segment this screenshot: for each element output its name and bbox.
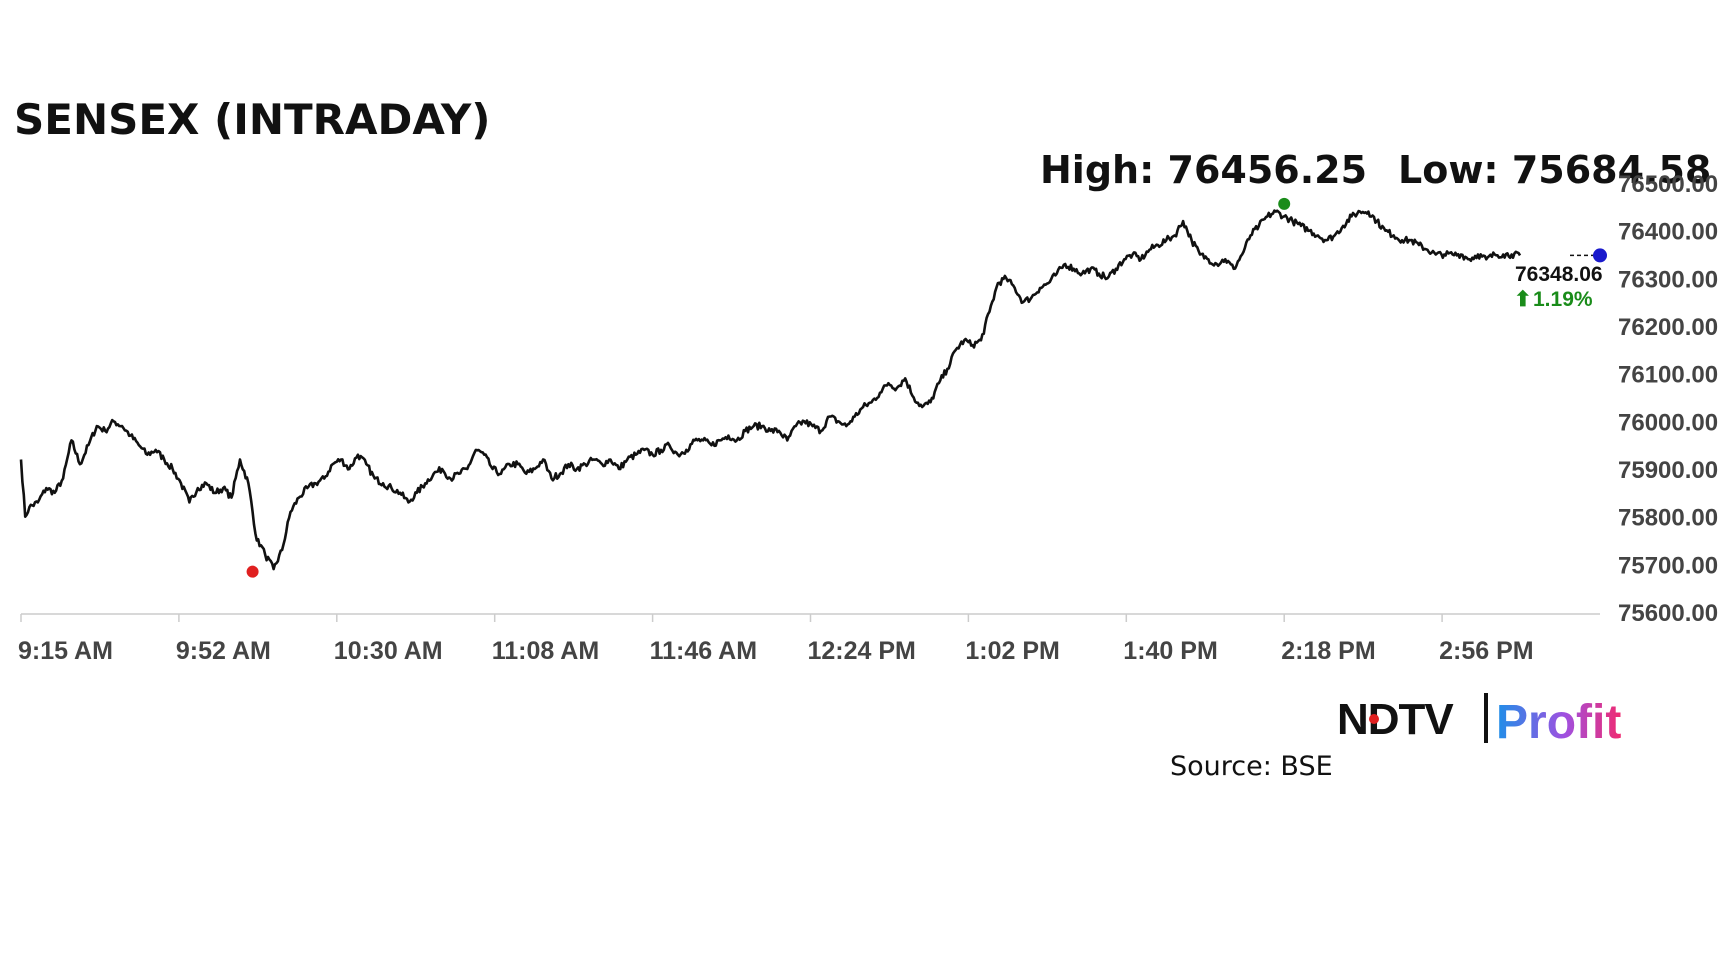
high-label: High: 76456.25	[1040, 148, 1367, 192]
x-tick-label: 9:15 AM	[18, 637, 113, 665]
up-arrow-icon: ⬆	[1514, 288, 1532, 311]
x-axis: 9:15 AM 9:52 AM 10:30 AM 11:08 AM 11:46 AM 12…	[18, 614, 1534, 665]
y-tick-label: 75900.00	[1618, 457, 1718, 484]
x-tick-label: 9:52 AM	[176, 637, 271, 665]
x-tick-label: 1:02 PM	[965, 637, 1059, 665]
x-tick-label: 11:46 AM	[650, 637, 757, 665]
y-tick-label: 76000.00	[1618, 409, 1718, 436]
last-value-label: 76348.06	[1515, 263, 1603, 286]
y-tick-label: 75700.00	[1618, 552, 1718, 579]
y-tick-label: 75800.00	[1618, 505, 1718, 532]
brand-profit: Profit	[1496, 696, 1621, 749]
y-tick-label: 76200.00	[1618, 314, 1718, 341]
ndtv-profit-logo: NDTV Profit	[1337, 693, 1621, 749]
x-tick-label: 10:30 AM	[334, 637, 443, 665]
y-axis: 76500.00 76400.00 76300.00 76200.00 76100.00…	[1618, 171, 1718, 627]
low-label: Low: 75684.58	[1398, 148, 1711, 192]
brand-ndtv: NDTV	[1337, 695, 1454, 744]
x-tick-label: 2:18 PM	[1281, 637, 1375, 665]
source-note: Source: BSE	[1170, 751, 1333, 782]
x-tick-label: 11:08 AM	[492, 637, 599, 665]
logo-divider	[1484, 693, 1488, 743]
ndtv-dot-icon	[1369, 714, 1379, 724]
series-line-sensex	[19, 209, 1522, 571]
change-percent-label: 1.19%	[1533, 288, 1593, 311]
x-tick-label: 2:56 PM	[1439, 637, 1533, 665]
y-tick-label: 76500.00	[1618, 171, 1718, 198]
y-tick-label: 76300.00	[1618, 266, 1718, 293]
x-tick-label: 1:40 PM	[1123, 637, 1217, 665]
y-tick-label: 76400.00	[1618, 219, 1718, 246]
x-tick-label: 12:24 PM	[808, 637, 916, 665]
y-tick-label: 75600.00	[1618, 600, 1718, 627]
last-point-marker	[1593, 248, 1607, 263]
high-point-marker	[1278, 197, 1291, 210]
low-point-marker	[246, 565, 259, 578]
y-tick-label: 76100.00	[1618, 362, 1718, 389]
chart-title: SENSEX (INTRADAY)	[14, 95, 490, 144]
